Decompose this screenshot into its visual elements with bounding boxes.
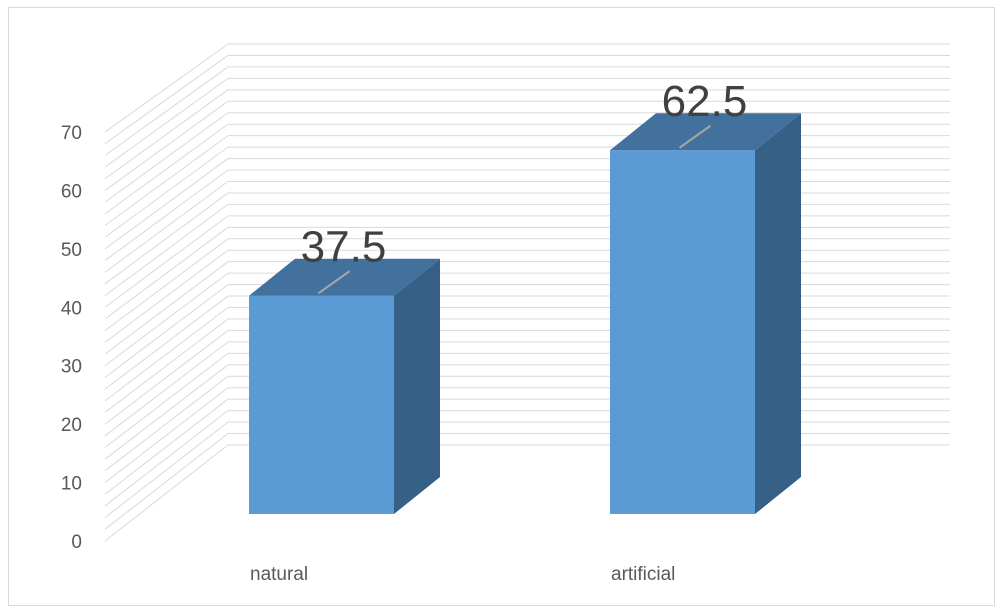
side-grid-line xyxy=(104,135,229,226)
side-grid-line xyxy=(104,421,229,519)
side-grid-line xyxy=(104,123,229,215)
side-grid-line xyxy=(104,387,229,483)
data-label-natural: 37.5 xyxy=(301,222,387,271)
side-grid-line xyxy=(104,352,229,448)
side-grid-line xyxy=(104,444,229,542)
side-grid-line xyxy=(104,55,229,145)
side-grid-line xyxy=(104,318,229,413)
side-grid-line xyxy=(104,307,229,402)
y-tick-label: 60 xyxy=(61,181,82,202)
bar-artificial xyxy=(610,113,801,514)
side-grid-line xyxy=(104,43,229,133)
grid-lines xyxy=(104,43,950,542)
y-tick-label: 10 xyxy=(61,474,82,495)
side-grid-line xyxy=(104,433,229,530)
side-grid-line xyxy=(104,261,229,355)
side-grid-line xyxy=(104,272,229,367)
side-grid-line xyxy=(104,341,229,437)
bar-front-face xyxy=(610,150,755,514)
data-label-leader-line xyxy=(678,124,712,149)
bar-natural xyxy=(249,258,440,514)
bar-top-face xyxy=(610,113,801,151)
side-grid-line xyxy=(104,203,229,297)
side-grid-line xyxy=(104,398,229,495)
side-grid-line xyxy=(104,238,229,332)
side-grid-line xyxy=(104,410,229,507)
side-grid-line xyxy=(104,249,229,343)
y-tick-label: 20 xyxy=(61,415,82,436)
side-grid-line xyxy=(104,146,229,238)
side-grid-line xyxy=(104,100,229,191)
y-tick-label: 30 xyxy=(61,357,82,378)
side-grid-line xyxy=(104,66,229,156)
data-label-artificial: 62.5 xyxy=(662,77,748,126)
y-tick-label: 50 xyxy=(61,240,82,261)
bar-front-face xyxy=(249,295,394,514)
side-grid-line xyxy=(104,89,229,180)
side-grid-line xyxy=(104,295,229,390)
side-grid-line xyxy=(104,158,229,250)
side-grid-line xyxy=(104,375,229,472)
side-grid-line xyxy=(104,181,229,273)
x-category-label-artificial: artificial xyxy=(611,564,675,585)
data-label-leader-line xyxy=(317,270,351,295)
y-tick-label: 70 xyxy=(61,123,82,144)
y-axis-tick-labels: 0 10 20 30 40 50 60 70 xyxy=(61,123,82,553)
side-grid-line xyxy=(104,112,229,203)
bars xyxy=(249,113,801,514)
y-tick-label: 40 xyxy=(61,298,82,319)
side-grid-line xyxy=(104,169,229,261)
x-category-label-natural: natural xyxy=(250,564,308,585)
data-labels: 37.5 62.5 xyxy=(301,77,748,272)
side-grid-line xyxy=(104,192,229,285)
side-grid-line xyxy=(104,226,229,320)
side-grid-line xyxy=(104,77,229,168)
bar-side-face xyxy=(755,113,801,514)
y-tick-label: 0 xyxy=(71,532,82,553)
side-grid-line xyxy=(104,330,229,425)
bar-top-face xyxy=(249,258,440,296)
side-grid-line xyxy=(104,215,229,308)
side-grid-line xyxy=(104,364,229,460)
side-grid-line xyxy=(104,284,229,378)
x-axis-category-labels: natural artificial xyxy=(250,564,675,585)
bar-side-face xyxy=(394,258,440,514)
